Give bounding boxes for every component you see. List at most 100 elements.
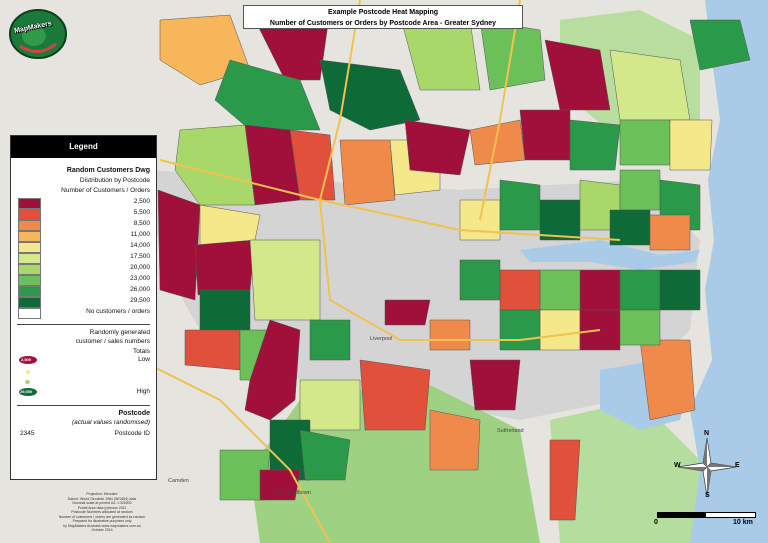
postcode-area[interactable] [249, 239, 321, 321]
legend-class-row: 17,500 [11, 252, 156, 264]
credit-line: Datum: World Geodetic 1984 (WGS84) data [67, 496, 137, 501]
legend-swatch [18, 286, 41, 297]
legend-divider-2 [17, 405, 150, 406]
postcode-area[interactable] [544, 39, 611, 111]
postcode-id-label: Postcode ID [114, 430, 150, 437]
legend-layer-title: Random Customers Dwg [66, 167, 150, 174]
postcode-area[interactable] [639, 339, 696, 421]
high-bubble [19, 388, 37, 396]
credit-line: Prepared for illustrative purposes only [72, 519, 132, 523]
postcode-area[interactable] [499, 309, 541, 351]
place-liverpool: Liverpool [370, 336, 393, 342]
legend-swatch [18, 275, 41, 286]
postcode-area[interactable] [549, 439, 581, 521]
low-value: 2,500 [21, 357, 32, 362]
postcode-area[interactable] [689, 19, 751, 71]
postcode-area[interactable] [309, 319, 351, 361]
legend-class-row: 14,000 [11, 241, 156, 253]
scale-zero: 0 [654, 519, 658, 526]
legend-swatch [18, 231, 41, 242]
postcode-area[interactable] [619, 119, 671, 166]
ocean [690, 0, 768, 543]
postcode-area[interactable] [259, 469, 301, 501]
postcode-area[interactable] [184, 329, 241, 371]
legend-class-label: 5,500 [133, 209, 150, 216]
map-title-line2: Number of Customers or Orders by Postcod… [269, 20, 497, 27]
postcode-area[interactable] [539, 309, 581, 351]
postcode-sample: 2345 [20, 430, 35, 437]
postcode-area[interactable] [539, 199, 581, 241]
postcode-area[interactable] [429, 409, 481, 471]
legend-heading: Legend [11, 136, 156, 158]
postcode-area[interactable] [519, 109, 571, 161]
legend-panel: Legend Random Customers Dwg Distribution… [10, 135, 157, 480]
postcode-area[interactable] [384, 299, 431, 326]
postcode-area[interactable] [194, 239, 256, 296]
legend-class-row: No customers / orders [11, 307, 156, 319]
legend-swatch [18, 220, 41, 231]
map-credits: Projection: Mercator Datum: World Geodeti… [38, 492, 166, 533]
postcode-area[interactable] [299, 429, 351, 481]
legend-totals-label: Totals [133, 348, 150, 355]
postcode-area[interactable] [299, 379, 361, 431]
postcode-area[interactable] [157, 189, 201, 301]
postcode-area[interactable] [359, 359, 431, 431]
legend-swatch [18, 209, 41, 220]
high-label: High [136, 388, 150, 395]
postcode-area[interactable] [499, 179, 541, 231]
postcode-area[interactable] [469, 359, 521, 411]
postcode-area[interactable] [339, 139, 396, 206]
legend-class-label: 11,000 [130, 231, 150, 238]
legend-high-row: 29,500 High [11, 387, 156, 399]
postcode-area[interactable] [459, 259, 501, 301]
compass-rose: N S E W [672, 430, 742, 502]
credit-line: Postcode Numbers allocated at random [71, 510, 133, 514]
postcode-area[interactable] [404, 119, 471, 176]
postcode-area[interactable] [669, 119, 713, 171]
postcode-area[interactable] [569, 119, 621, 171]
legend-class-label: No customers / orders [86, 308, 150, 315]
legend-subtitle: Distribution by Postcode [79, 177, 150, 184]
postcode-area[interactable] [619, 169, 661, 211]
postcode-area[interactable] [319, 59, 421, 131]
high-value: 29,500 [20, 389, 33, 394]
mid-bubble [25, 380, 30, 384]
postcode-area[interactable] [199, 289, 251, 331]
harbour [520, 240, 700, 270]
legend-swatch [18, 297, 41, 308]
legend-class-row: 11,000 [11, 230, 156, 242]
mapmakers-logo: MapMakers [6, 6, 70, 62]
legend-class-row: 5,500 [11, 208, 156, 220]
legend-class-label: 8,500 [133, 220, 150, 227]
low-label: Low [138, 356, 150, 363]
legend-postcode-title: Postcode [118, 410, 150, 417]
postcode-area[interactable] [659, 269, 701, 311]
scale-bar [657, 512, 756, 518]
postcode-area[interactable] [539, 269, 581, 311]
legend-postcode-note: (actual values randomised) [71, 419, 150, 426]
compass-w: W [674, 462, 681, 469]
legend-swatch [18, 308, 41, 319]
credit-line: October 2014 [91, 528, 113, 532]
mid-bubble [26, 370, 30, 374]
postcode-area[interactable] [619, 309, 661, 346]
postcode-area[interactable] [579, 269, 621, 311]
scale-max: 10 km [733, 519, 753, 526]
postcode-area[interactable] [479, 19, 546, 91]
postcode-polygons [157, 9, 751, 521]
postcode-area[interactable] [499, 269, 541, 311]
postcode-area[interactable] [619, 269, 661, 311]
legend-class-row: 26,000 [11, 285, 156, 297]
credit-line: by MapMakers Australia www.mapmakers.com… [63, 523, 141, 528]
legend-class-label: 17,500 [130, 253, 150, 260]
postcode-area[interactable] [429, 319, 471, 351]
postcode-area[interactable] [609, 49, 691, 121]
legend-class-row: 2,500 [11, 197, 156, 209]
legend-divider [17, 324, 150, 325]
postcode-area[interactable] [649, 214, 691, 251]
legend-swatch [18, 242, 41, 253]
low-bubble [19, 356, 37, 364]
compass-s: S [705, 492, 710, 499]
map-title-box: Example Postcode Heat Mapping Number of … [243, 5, 523, 29]
